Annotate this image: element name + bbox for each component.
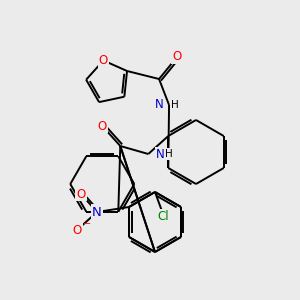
Text: N: N bbox=[92, 206, 102, 218]
Text: O: O bbox=[98, 119, 107, 133]
Text: N: N bbox=[156, 148, 165, 160]
Text: O: O bbox=[72, 224, 82, 236]
Text: H: H bbox=[165, 149, 173, 159]
Text: O: O bbox=[76, 188, 85, 200]
Text: O: O bbox=[172, 50, 182, 64]
Text: −: − bbox=[83, 219, 91, 229]
Text: Cl: Cl bbox=[157, 209, 169, 223]
Text: N: N bbox=[155, 98, 164, 112]
Text: H: H bbox=[171, 100, 179, 110]
Text: O: O bbox=[99, 54, 108, 67]
